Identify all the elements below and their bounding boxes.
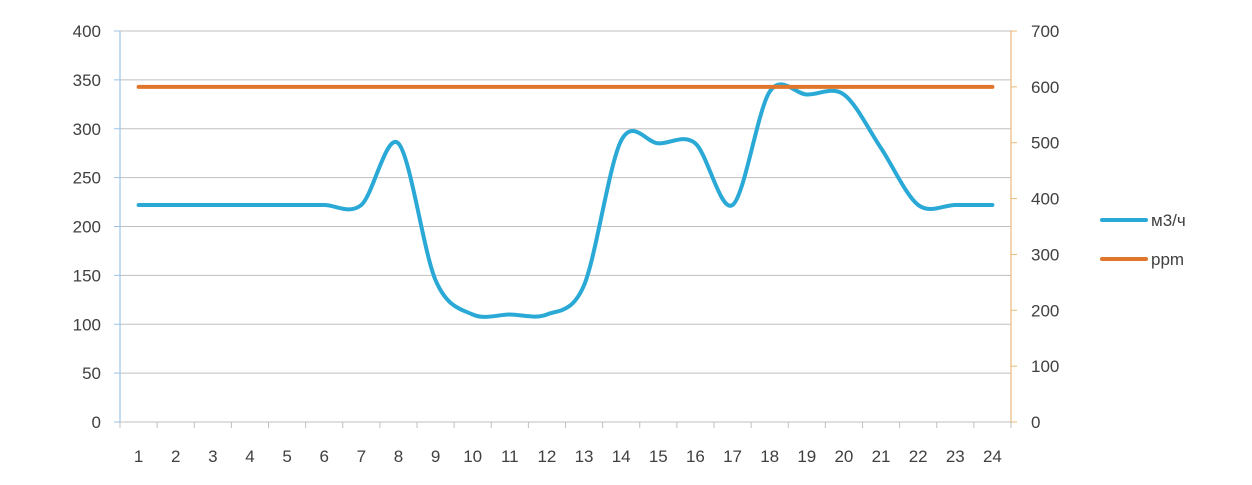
gridlines — [120, 30, 1011, 374]
x-tick-label: 10 — [463, 447, 482, 466]
left-tick-label: 400 — [73, 22, 101, 41]
x-tick-label: 9 — [431, 447, 440, 466]
x-tick-label: 19 — [797, 447, 816, 466]
legend: м3/ч ppm — [1100, 211, 1186, 269]
x-tick-label: 22 — [909, 447, 928, 466]
x-tick-label: 14 — [612, 447, 631, 466]
legend-label: ppm — [1151, 250, 1184, 269]
x-tick-label: 7 — [357, 447, 366, 466]
x-tick-label: 23 — [946, 447, 965, 466]
series-line-m3h — [136, 82, 995, 319]
left-tick-label: 50 — [82, 364, 101, 383]
x-tick-label: 13 — [575, 447, 594, 466]
left-tick-label: 200 — [73, 218, 101, 237]
legend-item: ppm — [1100, 250, 1184, 269]
x-tick-label: 16 — [686, 447, 705, 466]
legend-label: м3/ч — [1151, 211, 1186, 230]
x-tick-label: 3 — [208, 447, 217, 466]
right-tick-label: 600 — [1031, 78, 1059, 97]
x-tick-label: 4 — [245, 447, 254, 466]
right-tick-label: 700 — [1031, 22, 1059, 41]
right-tick-label: 200 — [1031, 301, 1059, 320]
left-tick-label: 100 — [73, 315, 101, 334]
x-tick-label: 12 — [537, 447, 556, 466]
legend-item: м3/ч — [1100, 211, 1186, 230]
right-tick-label: 300 — [1031, 245, 1059, 264]
right-tick-label: 0 — [1031, 413, 1040, 432]
x-tick-label: 6 — [319, 447, 328, 466]
left-tick-label: 350 — [73, 71, 101, 90]
x-tick-label: 8 — [394, 447, 403, 466]
right-tick-label: 100 — [1031, 357, 1059, 376]
x-tick-label: 15 — [649, 447, 668, 466]
x-tick-label: 20 — [834, 447, 853, 466]
left-tick-label: 150 — [73, 266, 101, 285]
left-tick-label: 0 — [92, 413, 101, 432]
x-tick-label: 21 — [872, 447, 891, 466]
x-tick-label: 2 — [171, 447, 180, 466]
x-tick-label: 24 — [983, 447, 1002, 466]
right-tick-label: 400 — [1031, 190, 1059, 209]
x-tick-label: 18 — [760, 447, 779, 466]
x-tick-label: 5 — [282, 447, 291, 466]
x-tick-label: 11 — [501, 447, 519, 466]
x-tick-label: 1 — [134, 447, 143, 466]
left-tick-label: 300 — [73, 120, 101, 139]
left-tick-label: 250 — [73, 169, 101, 188]
series-lines — [136, 82, 995, 319]
tick-labels: 0 50 100 150 200 250 300 350 400 0 100 200 300 400 500… — [73, 22, 1060, 466]
axes — [114, 30, 1017, 428]
x-tick-label: 17 — [723, 447, 742, 466]
right-tick-label: 500 — [1031, 134, 1059, 153]
